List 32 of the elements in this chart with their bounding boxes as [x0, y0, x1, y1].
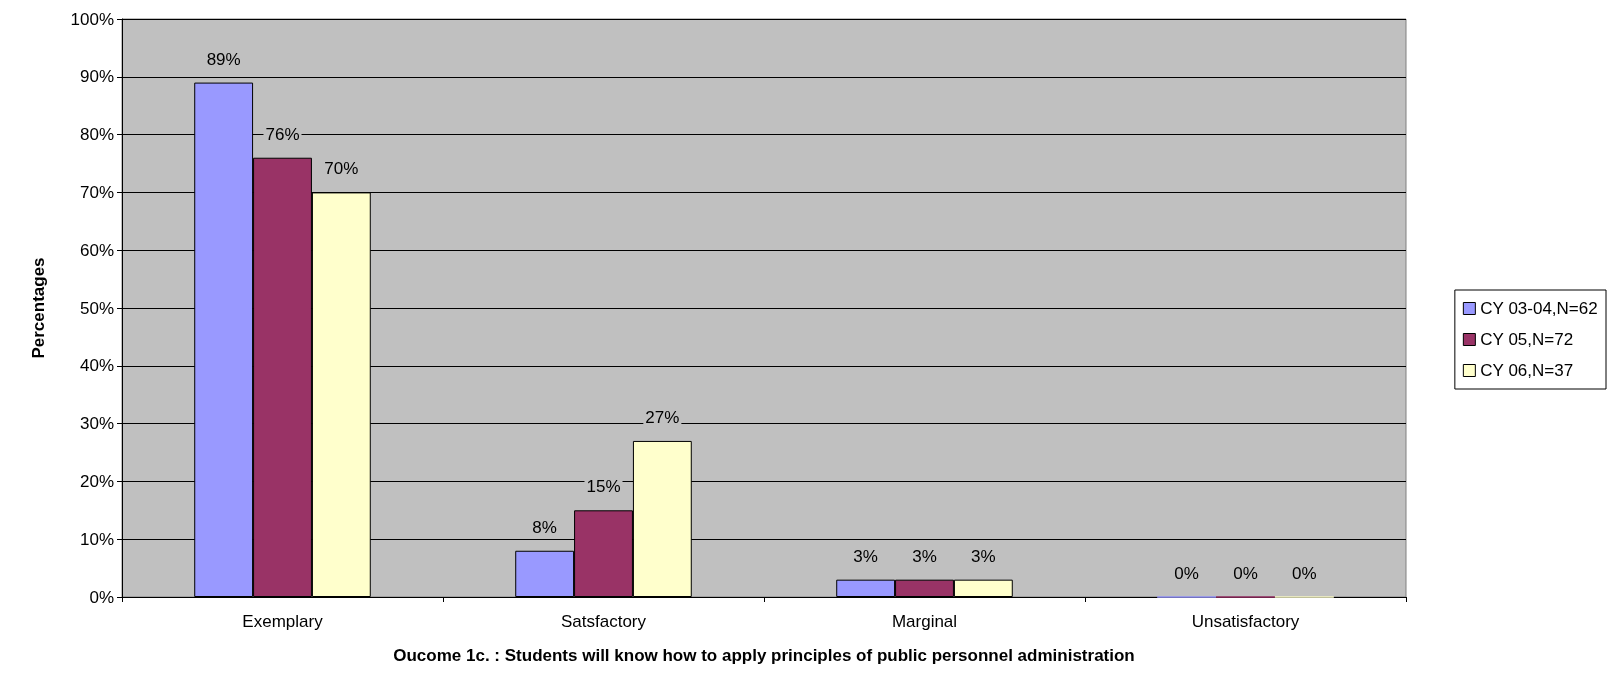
data-label: 89%	[206, 49, 241, 69]
y-tick-label: 10%	[79, 529, 114, 549]
x-axis-title: Oucome 1c. : Students will know how to apply principles of public personnel administration	[393, 646, 1135, 665]
data-label: 0%	[1233, 563, 1258, 583]
data-label: 27%	[645, 407, 680, 427]
x-tick-label: Unsatisfactory	[1191, 612, 1300, 631]
data-label: 70%	[324, 159, 359, 179]
legend-label: CY 03-04,N=62	[1480, 299, 1598, 318]
x-tick-label: Exemplary	[242, 612, 324, 631]
y-tick-label: 80%	[79, 125, 114, 145]
y-tick-label: 0%	[89, 587, 114, 607]
data-label: 3%	[912, 546, 937, 566]
y-tick-label: 100%	[70, 9, 114, 29]
x-tick-label: Satsfactory	[560, 612, 647, 631]
y-tick-label: 70%	[79, 182, 114, 202]
y-tick-label: 90%	[79, 67, 114, 87]
legend-label: CY 05,N=72	[1480, 330, 1574, 349]
y-axis-title: Percentages	[29, 257, 48, 359]
y-tick-label: 50%	[79, 298, 114, 318]
y-tick-label: 40%	[79, 356, 114, 376]
data-label: 76%	[265, 124, 300, 144]
data-label: 0%	[1292, 563, 1317, 583]
legend-label: CY 06,N=37	[1480, 361, 1574, 380]
data-label: 15%	[586, 477, 621, 497]
data-label: 8%	[532, 517, 557, 537]
data-label: 3%	[853, 546, 878, 566]
y-tick-label: 20%	[79, 471, 114, 491]
data-label: 0%	[1174, 563, 1199, 583]
data-label: 3%	[971, 546, 996, 566]
y-tick-label: 60%	[79, 240, 114, 260]
x-tick-label: Marginal	[891, 612, 958, 631]
y-tick-label: 30%	[79, 414, 114, 434]
